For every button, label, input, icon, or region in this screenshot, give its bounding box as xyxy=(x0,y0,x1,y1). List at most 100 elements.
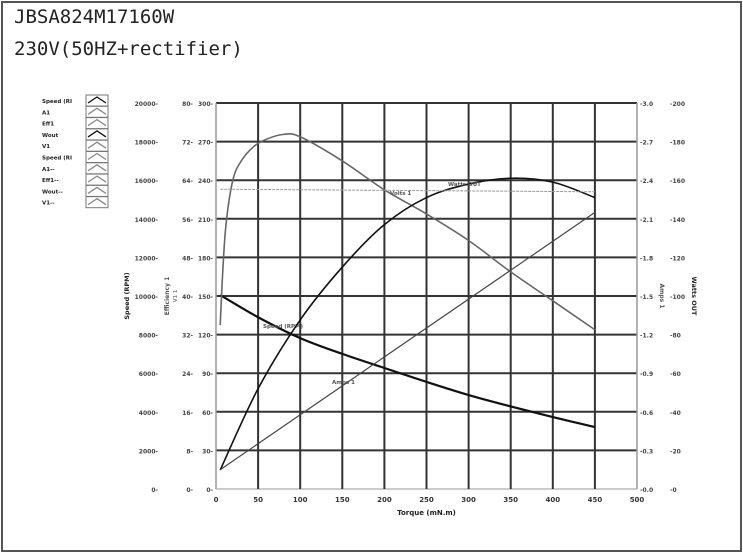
legend-label: Eff1-- xyxy=(42,178,59,184)
volts-tick-label: 270- xyxy=(198,140,214,147)
volts-tick-label: 30- xyxy=(202,448,213,455)
volts-axis-label: V1 1 xyxy=(173,289,179,302)
watts-tick-label: -60 xyxy=(670,371,681,378)
volts-tick-label: 180- xyxy=(198,255,214,262)
x-tick-label: 350 xyxy=(503,496,518,504)
volts-tick-label: 120- xyxy=(198,333,214,340)
speed-tick-label: 8000- xyxy=(139,333,159,340)
legend-label: A1-- xyxy=(42,167,55,173)
chart-title: JBSA824M17160W xyxy=(14,6,175,28)
legend-chevron-icon xyxy=(87,197,107,206)
efficiency-tick-label: 24- xyxy=(182,371,193,378)
watts-tick-label: -140 xyxy=(670,217,685,224)
x-tick-label: 400 xyxy=(545,496,560,504)
amps-tick-label: -1.8 xyxy=(640,255,653,262)
legend-label: A1 xyxy=(42,110,50,116)
legend-chevron-icon xyxy=(87,130,107,138)
series-line-speed-rpm- xyxy=(219,294,596,429)
watts-tick-label: -160 xyxy=(670,178,685,185)
legend-label: Eff1 xyxy=(42,122,54,128)
x-tick-label: 450 xyxy=(588,496,603,504)
efficiency-tick-label: 16- xyxy=(182,410,193,417)
legend-chevron-icon xyxy=(87,175,107,183)
amps-tick-label: -0.6 xyxy=(640,410,653,417)
series-label: Speed (RPM) xyxy=(263,324,303,330)
efficiency-tick-label: 56- xyxy=(182,217,193,224)
x-tick-label: 250 xyxy=(419,496,434,504)
amps-axis-label: Amps 1 xyxy=(658,283,665,308)
speed-axis-label: Speed (RPM) xyxy=(123,272,131,319)
volts-tick-label: 90- xyxy=(202,371,213,378)
series-label: Volts 1 xyxy=(390,191,411,197)
x-tick-label: 300 xyxy=(461,496,476,504)
chart-subtitle: 230V(50HZ+rectifier) xyxy=(14,38,243,60)
amps-tick-label: -2.7 xyxy=(640,140,653,147)
speed-tick-label: 16000- xyxy=(135,178,159,185)
x-tick-label: 0 xyxy=(214,496,219,504)
watts-tick-label: -0 xyxy=(670,487,677,494)
amps-tick-label: -3.0 xyxy=(640,101,653,108)
watts-tick-label: -40 xyxy=(670,410,681,417)
amps-tick-label: -2.1 xyxy=(640,217,653,224)
efficiency-tick-label: 32- xyxy=(182,333,193,340)
legend-label: V1 xyxy=(42,144,50,150)
speed-tick-label: 12000- xyxy=(135,255,159,262)
series-label: Amps 1 xyxy=(332,380,355,386)
watts-tick-label: -180 xyxy=(670,140,685,147)
legend-label: V1-- xyxy=(42,201,55,207)
x-tick-label: 500 xyxy=(630,496,645,504)
efficiency-tick-label: 72- xyxy=(182,140,193,147)
speed-tick-label: 2000- xyxy=(139,448,159,455)
amps-tick-label: -1.5 xyxy=(640,294,653,301)
legend-chevron-icon xyxy=(87,141,107,149)
efficiency-tick-label: 8- xyxy=(186,448,193,455)
legend-chevron-icon xyxy=(87,96,107,104)
watts-tick-label: -120 xyxy=(670,255,685,262)
efficiency-axis-label: Efficiency 1 xyxy=(164,277,171,315)
speed-tick-label: 20000- xyxy=(135,101,159,108)
legend-label: Speed (RI xyxy=(42,156,72,162)
legend-chevron-icon xyxy=(87,152,107,161)
x-axis-label: Torque (mN.m) xyxy=(397,509,456,517)
speed-tick-label: 18000- xyxy=(135,140,159,147)
amps-tick-label: -2.4 xyxy=(640,178,653,185)
legend-chevron-icon xyxy=(87,164,107,172)
volts-tick-label: 300- xyxy=(198,101,214,108)
efficiency-tick-label: 0- xyxy=(186,487,193,494)
volts-tick-label: 210- xyxy=(198,217,214,224)
series-line-amps-1 xyxy=(219,211,596,471)
efficiency-tick-label: 64- xyxy=(182,178,193,185)
watts-tick-label: -100 xyxy=(670,294,685,301)
speed-tick-label: 4000- xyxy=(139,410,159,417)
volts-tick-label: 150- xyxy=(198,294,214,301)
x-tick-label: 150 xyxy=(335,496,350,504)
watts-axis-label: Watts OUT xyxy=(690,277,698,316)
legend-chevron-icon xyxy=(87,186,107,194)
watts-tick-label: -80 xyxy=(670,333,681,340)
speed-tick-label: 10000- xyxy=(135,294,159,301)
speed-tick-label: 0- xyxy=(151,487,158,494)
x-tick-label: 200 xyxy=(377,496,392,504)
x-tick-label: 50 xyxy=(253,496,263,504)
efficiency-tick-label: 40- xyxy=(182,294,193,301)
amps-tick-label: -1.2 xyxy=(640,333,653,340)
amps-tick-label: -0.0 xyxy=(640,487,653,494)
watts-tick-label: -20 xyxy=(670,448,681,455)
speed-tick-label: 14000- xyxy=(135,217,159,224)
series-line-watts-out xyxy=(219,177,596,471)
series-line-efficiency-1 xyxy=(219,132,596,331)
efficiency-tick-label: 48- xyxy=(182,255,193,262)
efficiency-tick-label: 80- xyxy=(182,101,193,108)
speed-tick-label: 6000- xyxy=(139,371,159,378)
legend-chevron-icon xyxy=(87,118,107,127)
legend-label: Speed (RI xyxy=(42,99,72,105)
volts-tick-label: 240- xyxy=(198,178,214,185)
volts-tick-label: 60- xyxy=(202,410,213,417)
legend-label: Wout-- xyxy=(42,189,63,195)
legend-label: Wout xyxy=(42,133,59,139)
series-line-volts-1 xyxy=(220,188,595,193)
watts-tick-label: -200 xyxy=(670,101,685,108)
legend-swatch xyxy=(85,196,109,209)
